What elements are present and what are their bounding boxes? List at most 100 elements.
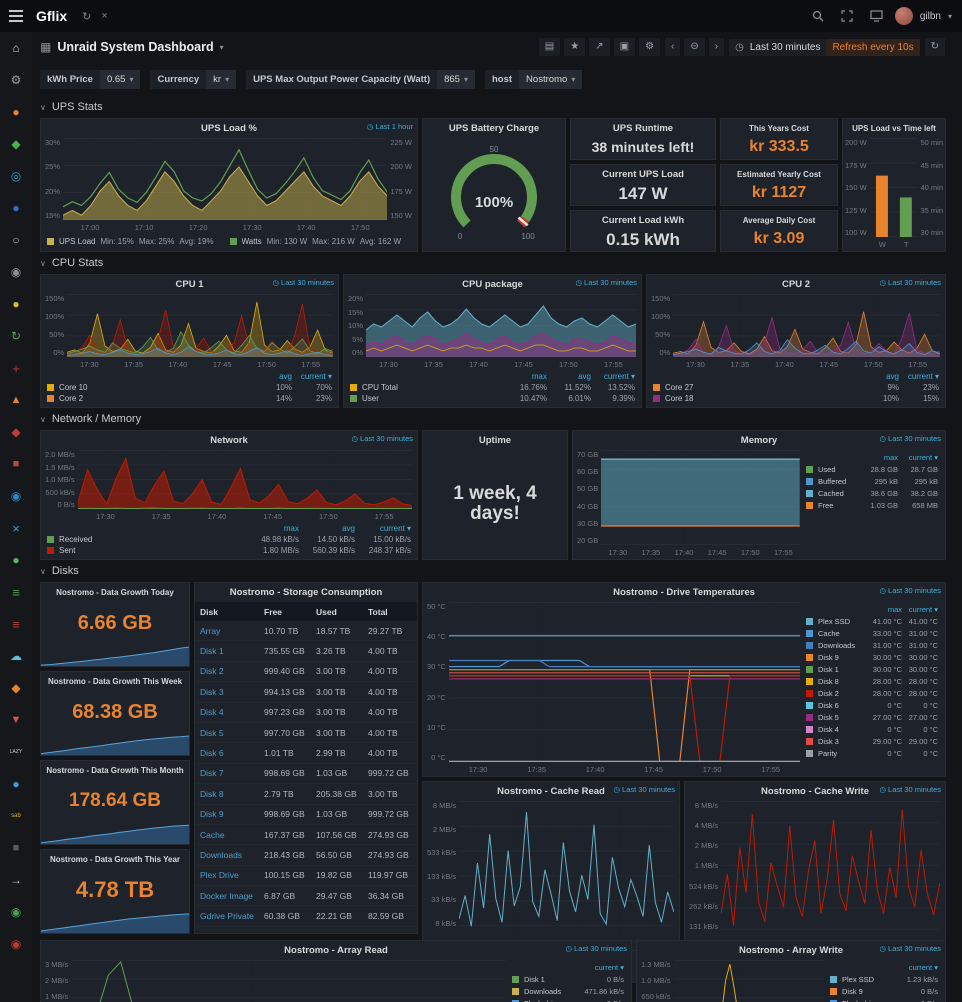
legend-item[interactable]: User 10.47% 6.01% 9.39% [350, 393, 635, 404]
legend-item[interactable]: Cache 33.00 °C 31.00 °C [806, 628, 938, 639]
legend-column-header[interactable]: avg [342, 524, 355, 533]
legend-item[interactable]: Flash drive0 B/s [512, 998, 624, 1002]
disk-link[interactable]: Disk 1 [200, 646, 224, 657]
menu-icon[interactable] [0, 0, 32, 32]
time-range-indicator[interactable]: ◷ Last 30 minutes [352, 434, 414, 443]
fullscreen-icon[interactable] [841, 10, 853, 22]
cache-read-chart[interactable] [459, 801, 674, 951]
add-panel-icon[interactable]: ▤ [537, 37, 562, 57]
app-shortcut-11-icon[interactable]: ● [12, 553, 20, 567]
legend-column-header[interactable]: avg [279, 372, 292, 381]
legend-column-header[interactable]: current ▾ [594, 963, 624, 972]
ups-bar-chart[interactable] [869, 138, 918, 237]
sync-icon[interactable]: ↻ [10, 329, 22, 343]
column-header[interactable]: Free [264, 606, 282, 617]
app-shortcut-13-icon[interactable]: ≡ [12, 616, 20, 632]
legend-column-header[interactable]: current ▾ [908, 453, 938, 462]
legend-item[interactable]: Buffered 295 kB 295 kB [806, 476, 938, 487]
panel-title[interactable]: CPU 2 [782, 279, 810, 290]
cache-write-chart[interactable] [721, 801, 940, 951]
legend-item[interactable]: Disk 3 29.00 °C 29.00 °C [806, 736, 938, 747]
panel-title[interactable]: Nostromo - Drive Temperatures [613, 587, 755, 598]
section-network-memory[interactable]: ∨ Network / Memory [40, 408, 946, 430]
panel-title[interactable]: UPS Battery Charge [448, 123, 540, 134]
section-cpu-stats[interactable]: ∨ CPU Stats [40, 252, 946, 274]
panel-title[interactable]: Estimated Yearly Cost [737, 170, 821, 179]
disk-link[interactable]: Disk 3 [200, 686, 224, 697]
app-shortcut-3-icon[interactable]: ◎ [10, 169, 22, 183]
app-shortcut-16-icon[interactable]: ■ [12, 841, 20, 854]
panel-title[interactable]: Current UPS Load [602, 169, 684, 180]
home-icon[interactable]: ⌂ [12, 41, 20, 55]
panel-title[interactable]: CPU 1 [175, 279, 204, 290]
disk-link[interactable]: Disk 5 [200, 727, 224, 738]
legend-item[interactable]: Received 48.98 kB/s 14.50 kB/s 15.00 kB/s [47, 534, 411, 545]
avatar[interactable] [894, 7, 913, 25]
memory-chart[interactable] [601, 450, 800, 545]
legend-column-header[interactable]: current ▾ [908, 963, 938, 972]
legend-column-header[interactable]: avg [886, 372, 899, 381]
array-write-chart[interactable] [673, 960, 824, 1002]
cloud-icon[interactable]: ☁ [10, 649, 22, 663]
column-header[interactable]: Used [316, 606, 337, 617]
variable-value-dropdown[interactable]: kr ▾ [206, 69, 237, 89]
disk-link[interactable]: Cache [200, 829, 225, 840]
panel-title[interactable]: Uptime [478, 435, 512, 446]
legend-item[interactable]: Watts Min: 130 W Max: 216 W Avg: 162 W [229, 237, 401, 246]
app-shortcut-15-icon[interactable]: ● [12, 777, 20, 791]
panel-title[interactable]: Network [210, 435, 248, 446]
column-header[interactable]: Total [368, 606, 388, 617]
panel-title[interactable]: Average Daily Cost [742, 216, 816, 225]
download-icon[interactable]: ▼ [10, 713, 22, 726]
app-title[interactable]: Gflix [36, 8, 68, 24]
section-ups-stats[interactable]: ∨ UPS Stats [40, 96, 946, 118]
app-shortcut-6-icon[interactable]: + [12, 360, 20, 376]
legend-item[interactable]: Sent 1.80 MB/s 560.39 kB/s 248.37 kB/s [47, 545, 411, 556]
time-range-indicator[interactable]: ◷ Last 30 minutes [880, 785, 942, 794]
settings-icon[interactable]: ⚙ [638, 37, 662, 57]
sign-out-icon[interactable]: → [10, 873, 22, 887]
app-shortcut-5-icon[interactable]: ● [12, 297, 20, 311]
panel-title[interactable]: This Years Cost [749, 124, 809, 133]
section-disks[interactable]: ∨ Disks [40, 560, 946, 582]
legend-column-header[interactable]: current ▾ [300, 372, 332, 381]
save-icon[interactable]: ▣ [612, 37, 637, 57]
panel-title[interactable]: Nostromo - Array Read [284, 945, 388, 956]
time-range-indicator[interactable]: ◷ Last 30 minutes [880, 944, 942, 953]
disk-link[interactable]: Disk 7 [200, 768, 224, 779]
lazylibrarian-icon[interactable]: LAZY [9, 748, 23, 755]
column-header[interactable]: Disk [200, 606, 218, 617]
app-shortcut-2-icon[interactable]: ◆ [11, 137, 21, 151]
legend-item[interactable]: Disk 4 0 °C 0 °C [806, 724, 938, 735]
network-chart[interactable] [77, 450, 412, 509]
panel-title[interactable]: Memory [740, 435, 778, 446]
unraid-icon[interactable]: ▲ [10, 393, 22, 406]
username[interactable]: gilbn [919, 10, 941, 22]
cpu2-chart[interactable] [673, 294, 940, 357]
display-icon[interactable] [870, 10, 883, 22]
panel-title[interactable]: Nostromo - Data Growth Today [56, 588, 174, 597]
app-shortcut-17-icon[interactable]: ◉ [10, 905, 22, 919]
panel-title[interactable]: Nostromo - Data Growth This Week [47, 677, 183, 686]
app-shortcut-7-icon[interactable]: ◆ [11, 425, 21, 439]
panel-title[interactable]: Current Load kWh [601, 215, 685, 226]
dashboard-title[interactable]: Unraid System Dashboard [57, 40, 214, 54]
chevron-right-icon[interactable]: › [707, 37, 726, 57]
chevron-left-icon[interactable]: ‹ [664, 37, 682, 57]
app-shortcut-18-icon[interactable]: ◉ [10, 937, 22, 951]
legend-item[interactable]: Disk 8 28.00 °C 28.00 °C [806, 676, 938, 687]
panel-title[interactable]: Nostromo - Cache Write [760, 786, 870, 797]
refresh-button[interactable]: ↻ [923, 37, 946, 57]
app-shortcut-1-icon[interactable]: ● [12, 105, 20, 119]
legend-item[interactable]: Plex SSD 1.23 kB/s [830, 974, 938, 985]
legend-column-header[interactable]: max [887, 605, 902, 614]
time-range-indicator[interactable]: ◷ Last 30 minutes [880, 434, 942, 443]
panel-title[interactable]: Nostromo - Cache Read [497, 786, 605, 797]
settings-icon[interactable]: ⚙ [10, 73, 22, 87]
legend-column-header[interactable]: current ▾ [908, 605, 938, 614]
time-range-indicator[interactable]: ◷ Last 30 minutes [614, 785, 676, 794]
panel-title[interactable]: Nostromo - Data Growth This Month [46, 766, 184, 775]
profile-icon[interactable]: ◉ [10, 265, 22, 279]
app-shortcut-4-icon[interactable]: ● [12, 201, 20, 215]
disk-link[interactable]: Disk 4 [200, 707, 224, 718]
